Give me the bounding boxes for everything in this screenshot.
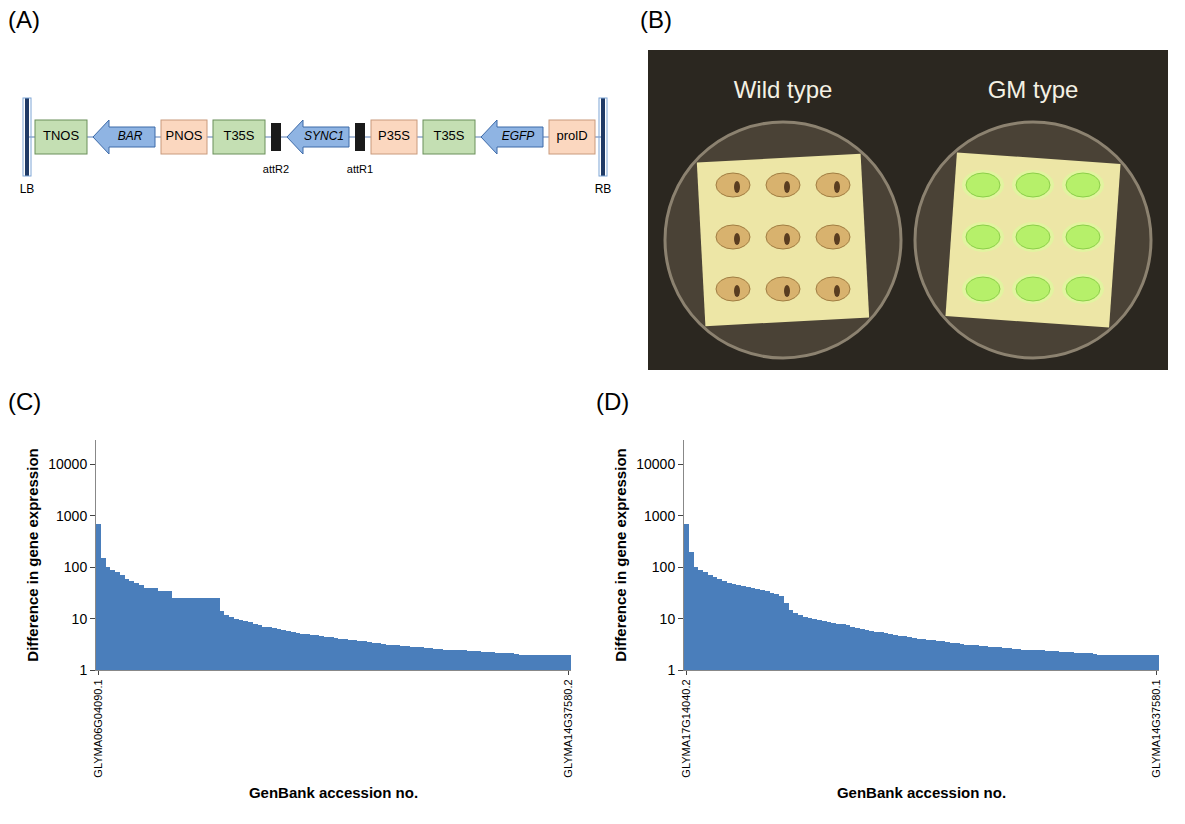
- svg-text:RB: RB: [595, 182, 612, 196]
- svg-text:GenBank accession no.: GenBank accession no.: [837, 784, 1006, 801]
- svg-text:SYNC1: SYNC1: [304, 129, 344, 143]
- html-text:(B): (B): [640, 6, 672, 33]
- svg-text:10000: 10000: [48, 456, 87, 472]
- svg-text:GLYMA14G37580.2: GLYMA14G37580.2: [562, 679, 574, 777]
- svg-text:1000: 1000: [644, 508, 675, 524]
- svg-text:GLYMA14G37580.1: GLYMA14G37580.1: [1150, 679, 1162, 777]
- svg-text:10000: 10000: [636, 456, 675, 472]
- svg-text:Difference in gene expression: Difference in gene expression: [24, 448, 41, 661]
- svg-text:GenBank accession no.: GenBank accession no.: [249, 784, 418, 801]
- svg-text:Difference in gene expression: Difference in gene expression: [612, 448, 629, 661]
- svg-text:TNOS: TNOS: [43, 128, 79, 143]
- svg-text:attR1: attR1: [347, 163, 373, 175]
- svg-text:100: 100: [64, 559, 88, 575]
- svg-text:1000: 1000: [56, 508, 87, 524]
- html-text:(A): (A): [8, 6, 40, 33]
- svg-text:10: 10: [72, 611, 88, 627]
- svg-text:T35S: T35S: [223, 128, 254, 143]
- svg-text:GLYMA06G04090.1: GLYMA06G04090.1: [92, 679, 104, 777]
- svg-text:GLYMA17G14040.2: GLYMA17G14040.2: [680, 679, 692, 777]
- svg-text:LB: LB: [20, 182, 35, 196]
- svg-text:1: 1: [667, 662, 675, 678]
- svg-text:P35S: P35S: [378, 128, 410, 143]
- svg-text:prolD: prolD: [556, 128, 587, 143]
- svg-text:EGFP: EGFP: [502, 129, 535, 143]
- svg-text:Wild type: Wild type: [734, 76, 833, 103]
- svg-text:1: 1: [79, 662, 87, 678]
- svg-text:T35S: T35S: [433, 128, 464, 143]
- svg-text:BAR: BAR: [118, 129, 143, 143]
- svg-text:PNOS: PNOS: [166, 128, 203, 143]
- html-text:(D): (D): [596, 388, 630, 415]
- svg-text:attR2: attR2: [263, 163, 289, 175]
- svg-text:GM type: GM type: [988, 76, 1079, 103]
- html-text:(C): (C): [8, 388, 42, 415]
- svg-text:10: 10: [660, 611, 676, 627]
- svg-text:100: 100: [652, 559, 676, 575]
